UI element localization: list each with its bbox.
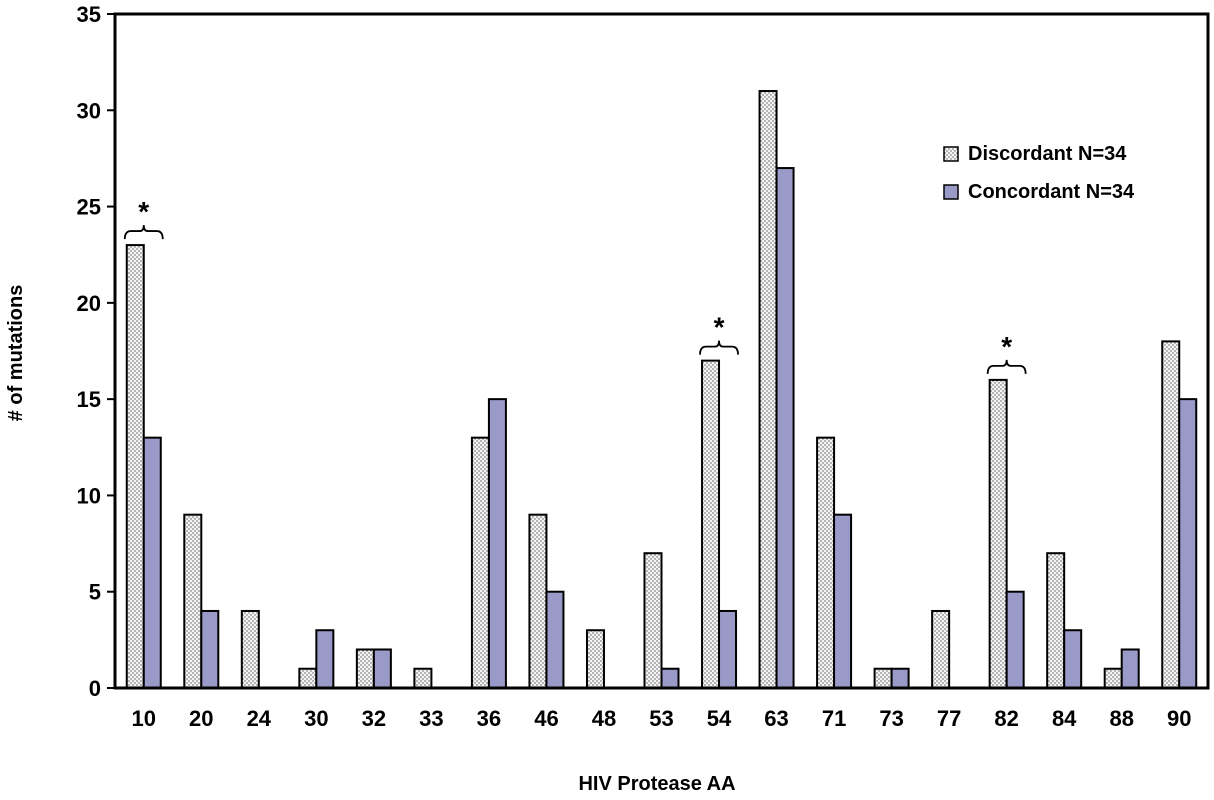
bar-concordant [545,590,565,690]
bar-concordant [1005,590,1025,690]
bar-discordant [1161,340,1181,689]
annotations: * * * [123,196,1027,374]
bar-concordant [1063,629,1083,690]
bar-concordant [775,167,795,690]
y-tick-label: 25 [77,195,101,220]
y-tick-label: 0 [89,676,101,701]
bar-concordant [200,609,220,690]
legend-label-concordant: Concordant N=34 [968,181,1135,203]
x-tick-label: 30 [304,706,328,731]
x-tick-label: 36 [477,706,501,731]
bar-concordant [833,513,853,690]
y-tick-label: 5 [89,580,101,605]
x-tick-label: 24 [247,706,272,731]
y-tick-label: 10 [77,483,101,508]
bar-discordant [758,90,778,690]
legend-swatch-concordant [943,184,959,200]
y-axis-title-group: # of mutations [5,285,27,422]
y-tick-label: 20 [77,291,101,316]
bar-concordant [315,629,335,690]
bar-discordant [470,436,490,689]
bar-discordant [298,667,318,690]
x-tick-label: 77 [937,706,961,731]
bar-concordant [372,648,392,690]
x-tick-label: 63 [764,706,788,731]
bar-concordant [142,436,162,689]
y-axis-title: # of mutations [5,285,27,422]
bar-discordant [528,513,548,690]
significance-asterisk: * [714,312,725,343]
x-tick-label: 10 [132,706,156,731]
significance-asterisk: * [138,196,149,227]
bar-discordant [240,609,260,690]
legend-label-discordant: Discordant N=34 [968,143,1127,165]
x-axis: 10 20 24 30 32 33 36 46 48 53 54 63 71 73 77 82 84 88 90 [132,706,1192,731]
bar-discordant [413,667,433,690]
y-tick-label: 30 [77,98,101,123]
x-tick-label: 82 [994,706,1018,731]
bar-discordant [125,244,145,689]
significance-asterisk: * [1001,331,1012,362]
bar-discordant [988,378,1008,689]
x-tick-label: 46 [534,706,558,731]
bar-discordant [816,436,836,689]
x-tick-label: 32 [362,706,386,731]
bar-concordant [1120,648,1140,690]
bar-concordant [890,667,910,690]
bar-discordant [585,629,605,690]
x-tick-label: 20 [189,706,213,731]
significance-brace [699,340,739,355]
bar-concordant [1178,398,1198,689]
bar-discordant [355,648,375,690]
x-tick-label: 73 [879,706,903,731]
bar-discordant [1046,552,1066,690]
significance-brace [986,359,1027,374]
x-tick-label: 48 [592,706,616,731]
plot-frame [113,12,1210,690]
bar-discordant [873,667,893,690]
legend-swatch-discordant [943,146,959,162]
y-tick-label: 35 [77,2,101,27]
bar-discordant [643,552,663,690]
bar-discordant [931,609,951,690]
bar-concordant [487,398,507,689]
x-tick-label: 54 [707,706,732,731]
bar-discordant [1103,667,1123,690]
x-tick-label: 84 [1052,706,1077,731]
bar-concordant [660,667,680,690]
legend: Discordant N=34 Concordant N=34 [943,143,1135,203]
x-tick-label: 33 [419,706,443,731]
x-axis-title: HIV Protease AA [578,773,735,795]
significance-brace [123,225,164,240]
x-tick-label: 88 [1109,706,1133,731]
x-tick-label: 53 [649,706,673,731]
x-tick-label: 90 [1167,706,1191,731]
y-axis: 0 5 10 15 20 25 30 35 [77,2,115,701]
x-tick-label: 71 [822,706,846,731]
bar-discordant [701,359,721,689]
bar-discordant [183,513,203,690]
bar-concordant [718,609,738,690]
y-tick-label: 15 [77,387,101,412]
